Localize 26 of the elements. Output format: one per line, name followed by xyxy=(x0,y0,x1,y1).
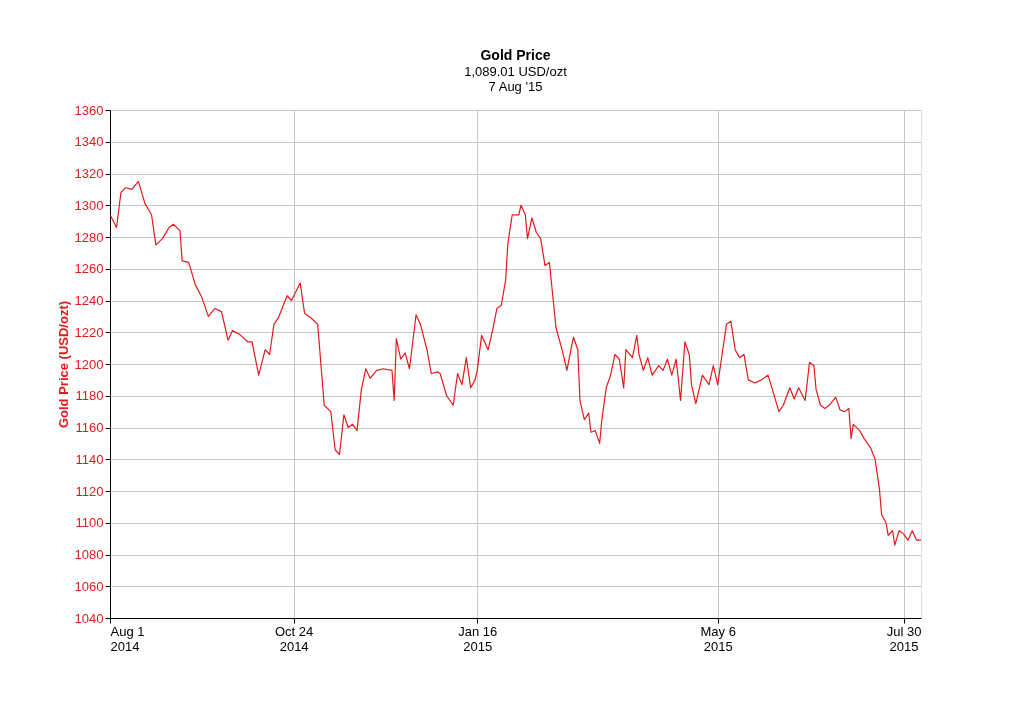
y-tick-label: 1360 xyxy=(74,102,104,118)
y-tick-label: 1320 xyxy=(74,166,104,181)
x-tick-label: Oct 24 2014 xyxy=(274,623,314,654)
y-tick-label: 1200 xyxy=(74,356,104,372)
chart-title: Gold Price xyxy=(480,47,551,63)
y-tick-label: 1140 xyxy=(75,451,104,467)
y-tick-label: 1280 xyxy=(74,229,104,245)
y-tick-label: 1340 xyxy=(74,134,104,150)
y-tick-label: 1120 xyxy=(75,483,104,499)
x-tick-label: Jan 16 2015 xyxy=(458,623,498,654)
y-tick-label: 1260 xyxy=(74,261,104,277)
y-tick-label: 1060 xyxy=(74,578,104,594)
y-tick-label: 1040 xyxy=(74,610,104,626)
y-tick-label: 1160 xyxy=(75,420,104,435)
x-tick-label: Jul 30 2015 xyxy=(886,623,922,654)
y-tick-label: 1100 xyxy=(75,515,104,531)
chart-subtitle: 1,089.01 USD/ozt 7 Aug '15 xyxy=(464,64,568,94)
y-tick-label: 1180 xyxy=(75,388,104,404)
y-axis-title: Gold Price (USD/ozt) xyxy=(55,300,71,429)
y-tick-label: 1080 xyxy=(74,547,104,562)
y-tick-label: 1220 xyxy=(74,324,104,340)
line-series xyxy=(110,180,921,546)
y-tick-label: 1240 xyxy=(74,293,104,308)
x-tick-label: May 6 2015 xyxy=(700,623,736,654)
y-tick-label: 1300 xyxy=(74,197,104,213)
x-tick-label: Aug 1 2014 xyxy=(110,623,145,654)
